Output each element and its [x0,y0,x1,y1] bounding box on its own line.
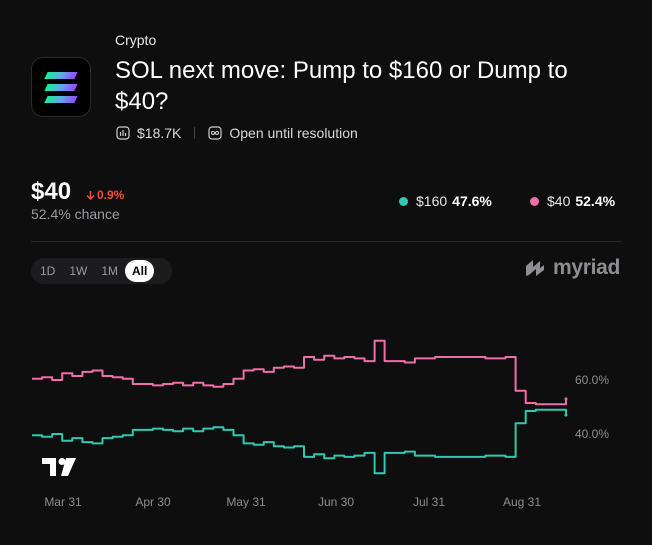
market-meta: $18.7K Open until resolution [116,125,358,141]
timeframe-tabs: 1D 1W 1M All [31,258,172,284]
meta-divider [194,127,196,139]
x-tick-label: Apr 30 [135,495,171,509]
series-line-1 [32,408,567,475]
volume-chart-icon [116,126,130,140]
solana-logo-bar-middle [44,83,78,91]
solana-logo-bar-top [44,71,78,79]
infinity-icon [208,126,222,140]
legend-percent: 52.4% [575,193,616,209]
section-divider [31,241,622,242]
series-end-point-0 [564,397,568,401]
x-tick-label: May 31 [226,495,266,509]
tradingview-logo-icon [42,458,76,476]
series-line-0 [32,339,567,406]
arrow-down-icon [86,191,95,200]
price-change: 0.9% [86,188,124,202]
x-tick-label: Jun 30 [318,495,354,509]
volume-value: $18.7K [137,125,182,141]
tab-1d[interactable]: 1D [40,264,56,278]
resolution-status: Open until resolution [229,125,358,141]
x-tick-label: Mar 31 [44,495,82,509]
legend-percent: 47.6% [452,193,492,209]
current-outcome-price: $40 [31,178,72,205]
tab-1w[interactable]: 1W [69,264,88,278]
tab-all[interactable]: All [125,260,155,282]
solana-logo-bar-bottom [44,95,78,103]
y-tick-label: 60.0% [575,373,609,387]
legend-dot-icon [530,196,539,206]
x-tick-label: Jul 31 [413,495,445,509]
market-title: SOL next move: Pump to $160 or Dump to $… [115,57,568,115]
legend-item-40[interactable]: $40 52.4% [530,193,615,209]
brand-name: myriad [553,256,621,279]
y-tick-label: 40.0% [575,427,609,441]
x-tick-label: Aug 31 [503,495,541,509]
tab-1m[interactable]: 1M [101,264,119,278]
category-label[interactable]: Crypto [115,32,157,48]
myriad-logo-icon [526,260,544,276]
legend-item-160[interactable]: $160 47.6% [399,193,492,209]
series-end-point-1 [564,413,568,417]
legend-label: $40 [547,193,571,209]
market-logo [31,57,91,117]
legend-label: $160 [416,193,448,209]
myriad-brand: myriad [523,256,620,280]
legend-dot-icon [399,196,408,206]
price-change-value: 0.9% [97,188,125,202]
price-history-chart[interactable]: 60.0% 40.0% Mar 31 Apr 30 May 31 Jun 30 Jul 3… [0,300,652,520]
chance-label: 52.4% chance [31,206,120,222]
